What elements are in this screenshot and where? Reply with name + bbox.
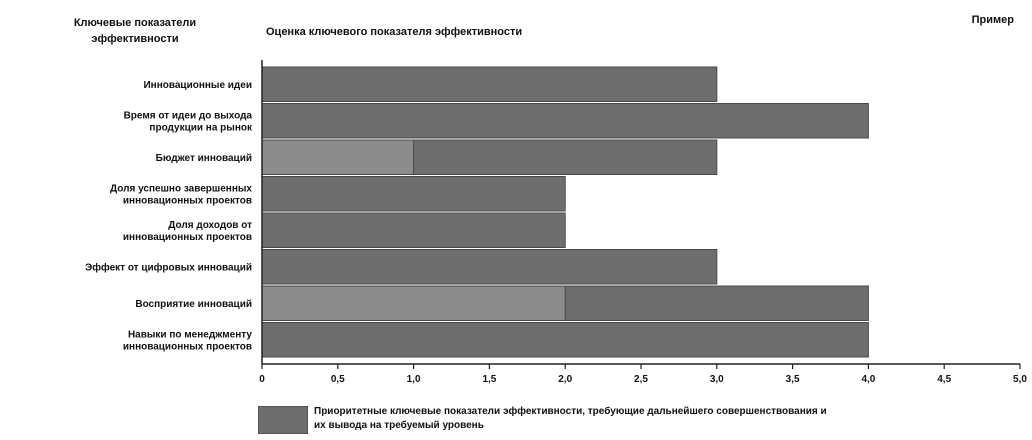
x-tick-label-8: 4,0 bbox=[861, 374, 875, 385]
category-label-4-2: инновационных проектов bbox=[123, 195, 252, 206]
legend-swatch bbox=[258, 406, 308, 434]
bars-group bbox=[261, 66, 869, 358]
category-label-8-2: инновационных проектов bbox=[123, 341, 252, 352]
x-tick-label-5: 2,5 bbox=[634, 374, 648, 385]
bar-segment-3 bbox=[261, 139, 415, 175]
bar-4 bbox=[261, 176, 566, 212]
x-axis: 0 0,5 1,0 1,5 2,0 2,5 3,0 3,5 4,0 4,5 5,0 bbox=[259, 60, 1027, 385]
x-tick-label-1: 0,5 bbox=[331, 374, 345, 385]
category-label-5-1: Доля доходов от bbox=[168, 220, 252, 231]
category-label-4-1: Доля успешно завершенных bbox=[110, 183, 252, 194]
x-tick-label-6: 3,0 bbox=[710, 374, 724, 385]
category-label-2-1: Время от идеи до выхода bbox=[124, 110, 253, 121]
bar-6 bbox=[261, 249, 718, 285]
x-tick-label-9: 4,5 bbox=[937, 374, 951, 385]
category-label-5-2: инновационных проектов bbox=[123, 232, 252, 243]
x-tick-label-2: 1,0 bbox=[407, 374, 421, 385]
bar-1 bbox=[261, 66, 718, 102]
x-tick-label-7: 3,5 bbox=[786, 374, 800, 385]
x-tick-label-10: 5,0 bbox=[1013, 374, 1027, 385]
category-label-2-2: продукции на рынок bbox=[149, 122, 253, 133]
x-tick-label-0: 0 bbox=[259, 374, 265, 385]
chart-title: Оценка ключевого показателя эффективност… bbox=[266, 26, 523, 38]
category-label-6-1: Эффект от цифровых инноваций bbox=[85, 261, 252, 273]
x-tick-label-3: 1,5 bbox=[482, 374, 496, 385]
bar-8 bbox=[261, 322, 869, 358]
y-axis-title: Ключевые показатели эффективности bbox=[73, 17, 197, 45]
bar-5 bbox=[261, 212, 566, 248]
example-label: Пример bbox=[971, 14, 1014, 26]
category-labels: Инновационные идеи Время от идеи до выход… bbox=[85, 80, 253, 353]
category-label-7-1: Восприятие инноваций bbox=[135, 299, 252, 310]
category-label-3-1: Бюджет инноваций bbox=[156, 153, 252, 164]
x-tick-label-4: 2,0 bbox=[558, 374, 572, 385]
legend-label: Приоритетные ключевые показатели эффекти… bbox=[314, 406, 827, 431]
category-label-8-1: Навыки по менеджменту bbox=[128, 329, 252, 340]
bar-2 bbox=[261, 103, 869, 139]
bar-segment-7 bbox=[261, 285, 566, 321]
category-label-1-1: Инновационные идеи bbox=[143, 80, 252, 91]
